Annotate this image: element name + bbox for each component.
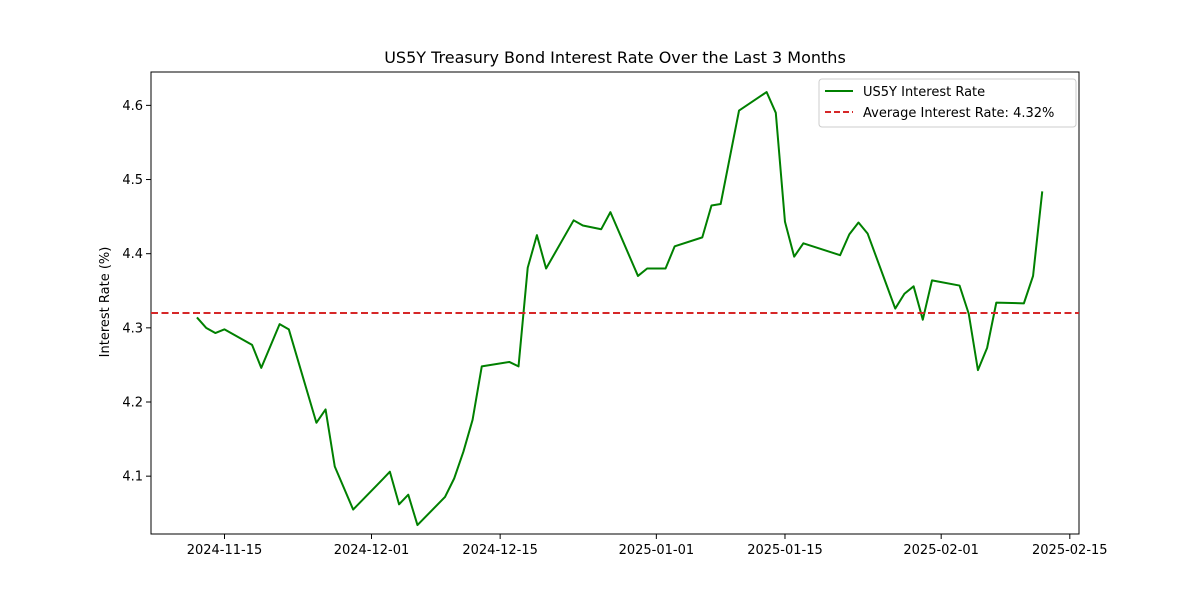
data-point — [352, 509, 354, 511]
data-point — [288, 328, 290, 330]
data-point — [701, 236, 703, 238]
data-point — [977, 369, 979, 371]
data-point — [665, 268, 667, 270]
data-point — [1041, 190, 1043, 192]
data-point — [389, 471, 391, 473]
data-point — [518, 365, 520, 367]
x-tick-label: 2025-01-15 — [747, 543, 823, 558]
data-point — [848, 233, 850, 235]
x-axis: 2024-11-15 2024-12-01 2024-12-15 2025-01-01… — [187, 534, 1108, 558]
data-point — [986, 347, 988, 349]
data-point — [380, 480, 382, 482]
data-point — [444, 496, 446, 498]
y-tick-label: 4.5 — [122, 173, 143, 188]
data-point — [545, 268, 547, 270]
data-point — [775, 112, 777, 114]
y-axis: 4.1 4.2 4.3 4.4 4.5 4.6 — [122, 99, 151, 485]
data-point — [508, 361, 510, 363]
plot-frame — [150, 71, 1080, 535]
data-point — [766, 91, 768, 93]
legend-box — [818, 78, 1077, 128]
data-point — [334, 466, 336, 468]
data-point — [968, 313, 970, 315]
data-point — [251, 344, 253, 346]
y-axis-label: Interest Rate (%) — [98, 247, 113, 358]
data-point — [224, 328, 226, 330]
data-point — [325, 408, 327, 410]
data-point — [903, 293, 905, 295]
data-point — [931, 279, 933, 281]
y-tick-label: 4.6 — [122, 99, 143, 114]
data-point — [453, 477, 455, 479]
y-tick-label: 4.1 — [122, 470, 143, 485]
x-tick-label: 2024-12-01 — [334, 543, 410, 558]
x-tick-label: 2025-02-15 — [1032, 543, 1108, 558]
data-point — [527, 267, 529, 269]
data-point — [802, 242, 804, 244]
data-point — [481, 365, 483, 367]
data-point — [315, 422, 317, 424]
data-point — [1023, 302, 1025, 304]
data-point — [472, 419, 474, 421]
data-point — [637, 275, 639, 277]
data-point — [839, 254, 841, 256]
x-tick-label: 2024-12-15 — [462, 543, 538, 558]
data-point — [857, 222, 859, 224]
data-point — [867, 233, 869, 235]
data-point — [674, 245, 676, 247]
data-point — [536, 234, 538, 236]
series-line-us5y-rate — [196, 91, 1044, 527]
data-point — [416, 524, 418, 526]
data-point — [600, 228, 602, 230]
chart-title: US5Y Treasury Bond Interest Rate Over th… — [384, 48, 846, 67]
data-point — [913, 285, 915, 287]
x-tick-label: 2025-02-01 — [903, 543, 979, 558]
data-point — [720, 203, 722, 205]
legend-label-rate: US5Y Interest Rate — [863, 85, 985, 100]
legend: US5Y Interest Rate Average Interest Rate… — [818, 78, 1077, 128]
data-point — [398, 503, 400, 505]
data-point — [573, 219, 575, 221]
plot-area — [150, 71, 1080, 535]
y-tick-label: 4.3 — [122, 321, 143, 336]
y-tick-label: 4.2 — [122, 396, 143, 411]
data-point — [260, 367, 262, 369]
data-point — [609, 211, 611, 213]
x-tick-label: 2024-11-15 — [187, 543, 263, 558]
data-point — [959, 285, 961, 287]
data-point — [646, 268, 648, 270]
x-tick-label: 2025-01-01 — [619, 543, 695, 558]
data-point — [1032, 275, 1034, 277]
data-point — [205, 327, 207, 329]
data-point — [710, 204, 712, 206]
data-point — [793, 256, 795, 258]
data-point — [582, 225, 584, 227]
data-point — [279, 323, 281, 325]
data-point — [407, 494, 409, 496]
data-point — [995, 302, 997, 304]
data-point — [922, 319, 924, 321]
data-point — [214, 332, 216, 334]
y-tick-label: 4.4 — [122, 247, 143, 262]
data-point — [738, 110, 740, 112]
data-point — [894, 308, 896, 310]
data-point — [462, 451, 464, 453]
data-point — [196, 316, 198, 318]
legend-label-average: Average Interest Rate: 4.32% — [863, 106, 1054, 121]
data-point — [784, 221, 786, 223]
